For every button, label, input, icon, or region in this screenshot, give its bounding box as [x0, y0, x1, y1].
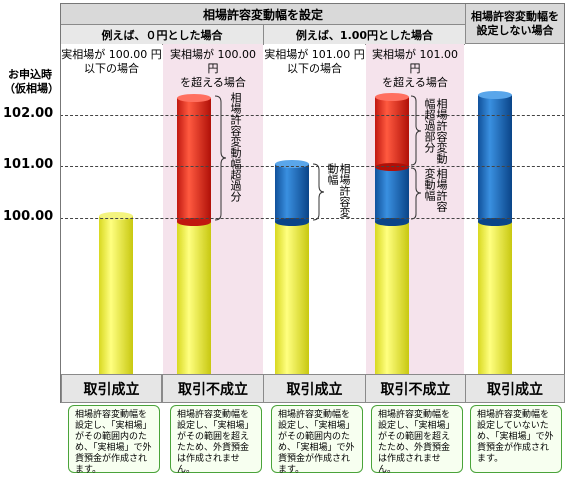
gridline-100	[60, 218, 565, 219]
note-col3: 相場許容変動幅を設定し、「実相場」がその範囲内のため、「実相場」で外貨預金が作成…	[271, 405, 363, 475]
annotation-col2-excess: 相場許容変動幅超過分	[229, 92, 242, 202]
caption-line-2: 以下の場合	[84, 62, 139, 75]
result-col3: 取引成立	[263, 374, 366, 403]
note-col1: 相場許容変動幅を設定し、「実相場」がその範囲内のため、「実相場」で外貨預金が作成…	[68, 405, 160, 475]
yaxis-title-line1: お申込時	[8, 68, 52, 81]
annotation-col4-excess: 相場許容変動幅超過部分	[423, 98, 448, 164]
result-col1: 取引成立	[61, 374, 162, 403]
result-col2: 取引不成立	[162, 374, 264, 403]
cylinder-col3	[275, 160, 309, 374]
gridline-101	[60, 166, 565, 167]
annotation-col4-range: 相場許容変動幅	[423, 168, 448, 212]
bracket-col3	[312, 163, 325, 221]
caption-line-1: 実相場が 101.00 円	[372, 48, 458, 75]
annotation-col3-range: 相場許容変動幅	[326, 163, 351, 223]
result-col5: 取引成立	[465, 374, 565, 403]
caption-line-1: 実相場が 101.00 円	[264, 48, 365, 61]
cylinder-col4	[375, 93, 409, 374]
cylinder-col5	[478, 91, 512, 374]
header-example-one: 例えば、1.00円とした場合	[263, 24, 466, 45]
caption-line-1: 実相場が 100.00 円	[61, 48, 162, 61]
bracket-col4-excess	[410, 95, 422, 166]
ytick-100: 100.00	[3, 209, 54, 224]
note-col5: 相場許容変動幅を設定していないため、「実相場」で外貨預金が作成されます。	[470, 405, 562, 473]
yaxis-title-line2: （仮相場）	[4, 82, 59, 95]
note-col2: 相場許容変動幅を設定し、「実相場」がその範囲を超えたため、外貨預金は作成されませ…	[170, 405, 262, 475]
column-caption-3: 実相場が 101.00 円 以下の場合	[264, 48, 365, 76]
note-col4: 相場許容変動幅を設定し、「実相場」がその範囲を超えたため、外貨預金は作成されませ…	[371, 405, 463, 475]
column-caption-2: 実相場が 100.00 円 を超える場合	[163, 48, 263, 90]
result-col4: 取引不成立	[365, 374, 466, 403]
annotation-col3-text: 相場許容変動幅	[326, 163, 351, 218]
bracket-col2	[214, 95, 227, 221]
ytick-102: 102.00	[3, 106, 54, 121]
header-no-range: 相場許容変動幅を設定しない場合	[465, 3, 565, 44]
caption-line-2: を超える場合	[382, 76, 448, 89]
cylinder-col2	[177, 94, 211, 374]
caption-line-2: 以下の場合	[287, 62, 342, 75]
caption-line-2: を超える場合	[180, 76, 246, 89]
column-caption-4: 実相場が 101.00 円 を超える場合	[366, 48, 464, 90]
cylinder-col1	[99, 212, 133, 374]
bracket-col4-range	[410, 167, 422, 220]
column-caption-1: 実相場が 100.00 円 以下の場合	[61, 48, 162, 76]
caption-line-1: 実相場が 100.00 円	[170, 48, 256, 75]
ytick-101: 101.00	[3, 157, 54, 172]
header-example-zero: 例えば、０円とした場合	[60, 24, 264, 45]
gridline-102	[60, 115, 565, 116]
yaxis-title: お申込時 （仮相場）	[4, 68, 59, 96]
